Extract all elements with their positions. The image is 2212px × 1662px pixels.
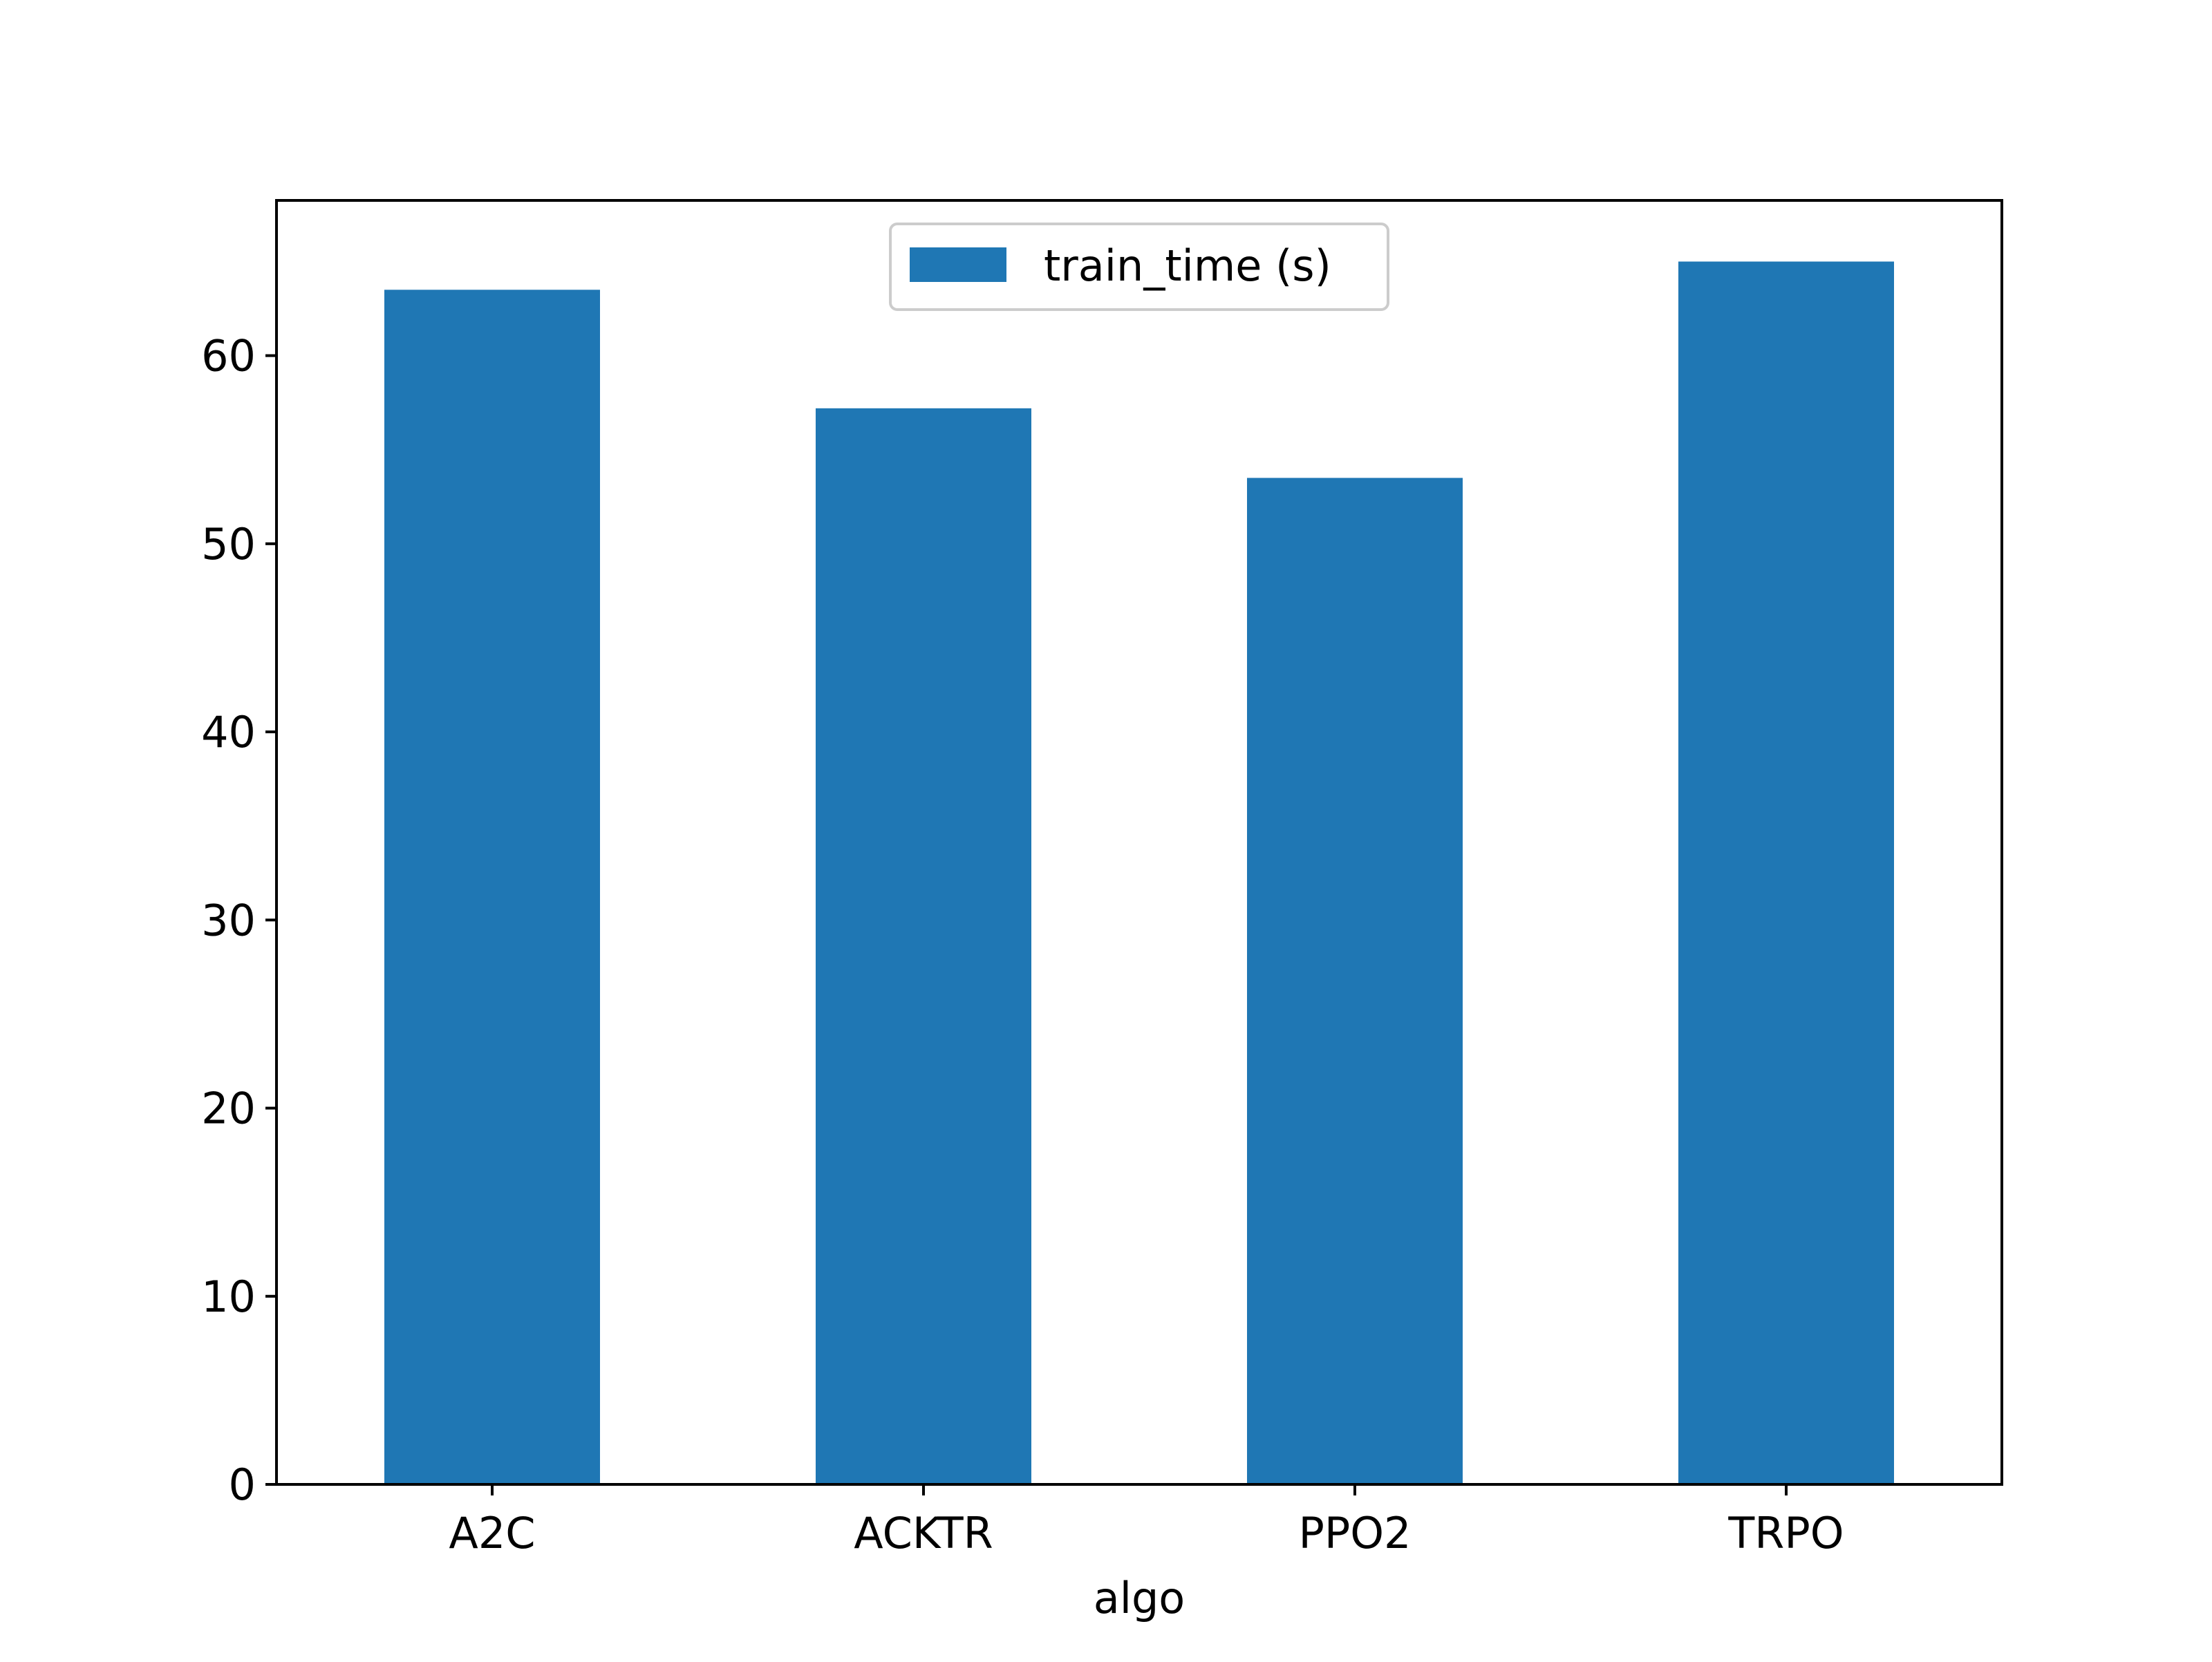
y-tick-label: 60 xyxy=(201,331,256,381)
y-tick-label: 50 xyxy=(201,519,256,569)
y-tick-label: 0 xyxy=(229,1460,256,1510)
bar-ppo2 xyxy=(1247,478,1463,1484)
legend-swatch xyxy=(910,247,1006,282)
x-axis-label: algo xyxy=(1094,1573,1185,1623)
x-tick-label-trpo: TRPO xyxy=(1727,1508,1844,1558)
y-tick-label: 20 xyxy=(201,1084,256,1134)
x-tick-label-ppo2: PPO2 xyxy=(1298,1508,1411,1558)
legend: train_time (s) xyxy=(889,223,1389,311)
bars-layer xyxy=(384,261,1894,1485)
y-tick-label: 30 xyxy=(201,895,256,945)
plot-frame xyxy=(275,199,2003,1486)
bar-acktr xyxy=(816,408,1031,1484)
legend-label: train_time (s) xyxy=(1044,240,1331,291)
legend-box xyxy=(889,223,1389,311)
x-tick-label-a2c: A2C xyxy=(449,1508,535,1558)
y-tick-label: 40 xyxy=(201,707,256,757)
y-axis: 0 10 20 30 40 50 60 xyxy=(201,331,276,1510)
y-tick-label: 10 xyxy=(201,1272,256,1322)
bar-a2c xyxy=(384,290,600,1485)
x-axis: A2C ACKTR PPO2 TRPO xyxy=(449,1484,1844,1558)
x-tick-label-acktr: ACKTR xyxy=(854,1508,993,1558)
bar-trpo xyxy=(1678,261,1894,1484)
